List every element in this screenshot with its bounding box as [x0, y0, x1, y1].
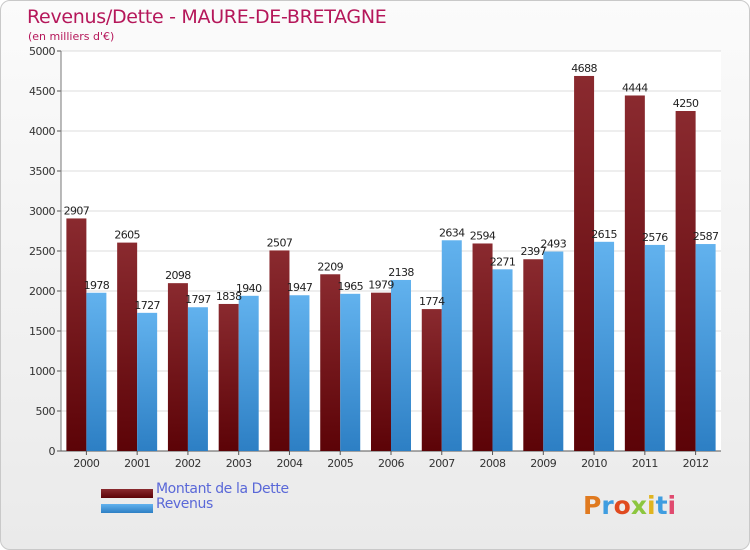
data-label-revenus: 2493 — [541, 238, 567, 251]
y-tick-label: 1500 — [29, 325, 55, 338]
data-label-dette: 2507 — [267, 236, 293, 249]
bar-dette — [167, 283, 188, 451]
logo-letter: x — [630, 491, 647, 520]
y-tick-label: 500 — [36, 405, 56, 418]
x-tick-label: 2006 — [378, 457, 404, 470]
logo-letter: r — [601, 491, 614, 520]
bar-revenus — [238, 295, 259, 451]
x-tick-label: 2008 — [480, 457, 506, 470]
x-tick-label: 2011 — [632, 457, 658, 470]
bar-revenus — [187, 307, 208, 451]
bar-revenus — [289, 295, 310, 451]
x-tick-label: 2003 — [226, 457, 252, 470]
bar-revenus — [543, 251, 564, 451]
y-tick-label: 1000 — [29, 365, 55, 378]
data-label-revenus: 2271 — [490, 255, 516, 268]
x-tick-label: 2007 — [429, 457, 455, 470]
logo-letter: i — [647, 491, 656, 520]
proxiti-logo: Proxiti — [583, 491, 676, 520]
y-tick-label: 3500 — [29, 165, 55, 178]
data-label-revenus: 1965 — [337, 280, 363, 293]
bar-dette — [523, 259, 544, 451]
bar-revenus — [492, 269, 513, 451]
bar-revenus — [391, 279, 411, 451]
bar-revenus — [695, 244, 716, 451]
logo-letter: t — [655, 491, 668, 520]
y-tick-label: 0 — [49, 445, 56, 458]
data-label-revenus: 1727 — [134, 299, 160, 312]
data-label-dette: 1838 — [216, 290, 242, 303]
x-tick-label: 2005 — [327, 457, 353, 470]
bar-dette — [675, 111, 696, 451]
data-label-revenus: 2615 — [591, 228, 617, 241]
bar-revenus — [594, 241, 615, 451]
data-label-dette: 1979 — [368, 279, 394, 292]
data-label-revenus: 2138 — [388, 266, 414, 279]
data-label-revenus: 1947 — [287, 281, 313, 294]
chart-subtitle: (en milliers d'€) — [28, 30, 115, 43]
x-tick-label: 2000 — [73, 457, 99, 470]
x-tick-label: 2002 — [175, 457, 201, 470]
data-label-dette: 2907 — [64, 204, 90, 217]
data-label-dette: 2209 — [317, 260, 343, 273]
bar-dette — [117, 242, 138, 451]
data-label-revenus: 1797 — [185, 293, 211, 306]
logo-letter: i — [667, 491, 677, 520]
data-label-dette: 1774 — [419, 295, 445, 308]
data-label-revenus: 2634 — [439, 226, 465, 239]
y-tick-label: 5000 — [29, 45, 55, 58]
chart-title: Revenus/Dette - MAURE-DE-BRETAGNE — [27, 6, 387, 28]
bar-dette — [66, 218, 87, 451]
bar-revenus — [441, 240, 462, 451]
bar-revenus — [86, 292, 107, 451]
bar-revenus — [644, 244, 665, 451]
bar-dette — [269, 250, 290, 451]
data-label-dette: 2397 — [521, 245, 547, 258]
y-tick-label: 3000 — [29, 205, 55, 218]
logo-letter: o — [613, 491, 631, 520]
legend-label-dette: Montant de la Dette — [156, 481, 289, 497]
data-label-dette: 4444 — [622, 81, 648, 94]
x-tick-label: 2001 — [124, 457, 150, 470]
y-tick-label: 2000 — [29, 285, 55, 298]
bar-dette — [472, 243, 493, 451]
legend-swatch-dette — [101, 489, 153, 498]
bar-dette — [320, 274, 341, 451]
y-tick-label: 4500 — [29, 85, 55, 98]
data-label-dette: 2098 — [165, 269, 191, 282]
x-tick-label: 2004 — [276, 457, 302, 470]
x-tick-label: 2010 — [581, 457, 607, 470]
data-label-revenus: 2576 — [642, 231, 668, 244]
y-tick-label: 2500 — [29, 245, 55, 258]
y-tick-label: 4000 — [29, 125, 55, 138]
x-tick-label: 2012 — [683, 457, 709, 470]
x-tick-label: 2009 — [530, 457, 556, 470]
bar-dette — [624, 95, 645, 451]
bar-dette — [371, 292, 391, 451]
data-label-dette: 4688 — [571, 62, 597, 75]
data-label-dette: 4250 — [673, 97, 699, 110]
bar-dette — [574, 75, 595, 452]
bars — [66, 75, 716, 452]
bar-dette — [421, 309, 442, 451]
legend-label-revenus: Revenus — [156, 496, 213, 512]
data-label-dette: 2605 — [114, 229, 140, 242]
data-label-revenus: 2587 — [693, 230, 719, 243]
logo-letter: P — [583, 491, 602, 520]
data-label-dette: 2594 — [470, 229, 496, 242]
legend-swatch-revenus — [101, 504, 153, 513]
bar-revenus — [340, 293, 361, 451]
bar-revenus — [137, 312, 158, 451]
data-label-revenus: 1978 — [84, 279, 110, 292]
bar-dette — [218, 303, 239, 451]
data-label-revenus: 1940 — [236, 282, 262, 295]
